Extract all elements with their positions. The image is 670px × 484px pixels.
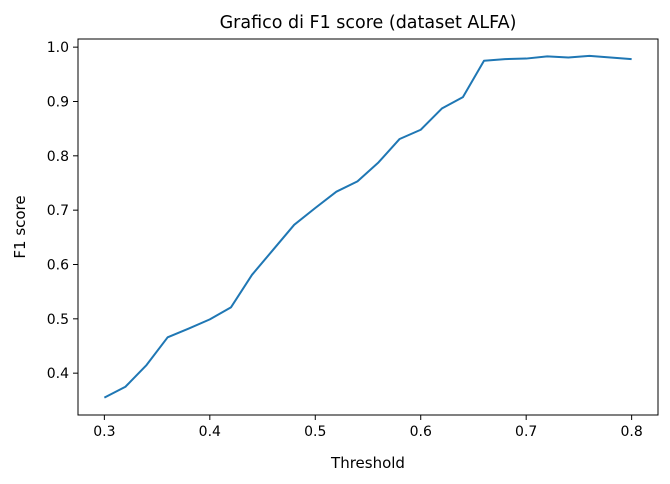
x-axis: 0.3 0.4 0.5 0.6 0.7 0.8 — [93, 415, 643, 440]
y-tick-label: 0.9 — [47, 94, 69, 110]
chart-marks — [103, 54, 632, 399]
y-axis-label: F1 score — [11, 195, 29, 258]
x-tick-label: 0.4 — [199, 424, 221, 440]
y-tick-label: 1.0 — [47, 40, 69, 56]
y-axis: 0.4 0.5 0.6 0.7 0.8 0.9 1.0 — [47, 40, 78, 382]
y-tick-label: 0.7 — [47, 203, 69, 219]
x-tick-label: 0.3 — [93, 424, 115, 440]
series-line — [103, 54, 632, 399]
plot-frame — [77, 38, 659, 416]
y-tick-label: 0.6 — [47, 257, 69, 273]
y-tick-label: 0.8 — [47, 149, 69, 165]
chart-title: Grafico di F1 score (dataset ALFA) — [220, 13, 517, 33]
x-tick-label: 0.8 — [621, 424, 643, 440]
y-tick-label: 0.4 — [47, 366, 69, 382]
plot-area — [78, 39, 658, 415]
y-tick-label: 0.5 — [47, 312, 69, 328]
x-tick-label: 0.7 — [515, 424, 537, 440]
x-tick-label: 0.6 — [410, 424, 432, 440]
x-tick-label: 0.5 — [304, 424, 326, 440]
x-axis-label: Threshold — [330, 454, 405, 472]
